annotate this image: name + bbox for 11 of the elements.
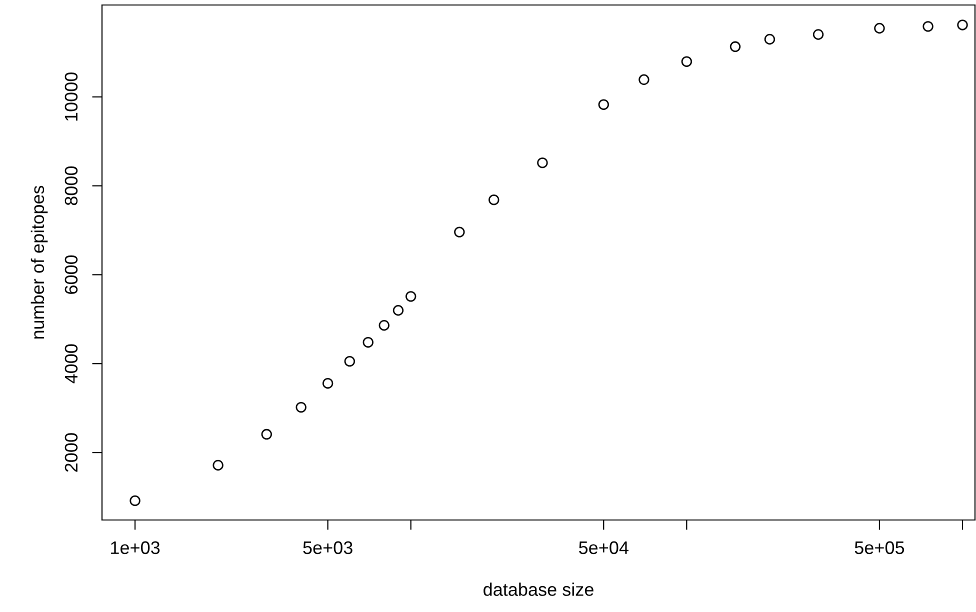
y-tick-label: 6000 — [64, 255, 78, 294]
y-tick-label: 4000 — [64, 344, 78, 384]
x-tick-label: 5e+03 — [303, 541, 352, 554]
y-tick-label: 10000 — [64, 72, 78, 121]
y-tick-label: 2000 — [64, 433, 78, 472]
y-axis-title: number of epitopes — [30, 186, 48, 339]
x-tick-label: 5e+04 — [579, 541, 628, 554]
y-tick-label: 8000 — [64, 166, 78, 206]
x-tick-label: 1e+03 — [111, 541, 160, 554]
x-tick-label: 5e+05 — [854, 541, 904, 554]
x-axis-title: database size — [484, 582, 594, 596]
